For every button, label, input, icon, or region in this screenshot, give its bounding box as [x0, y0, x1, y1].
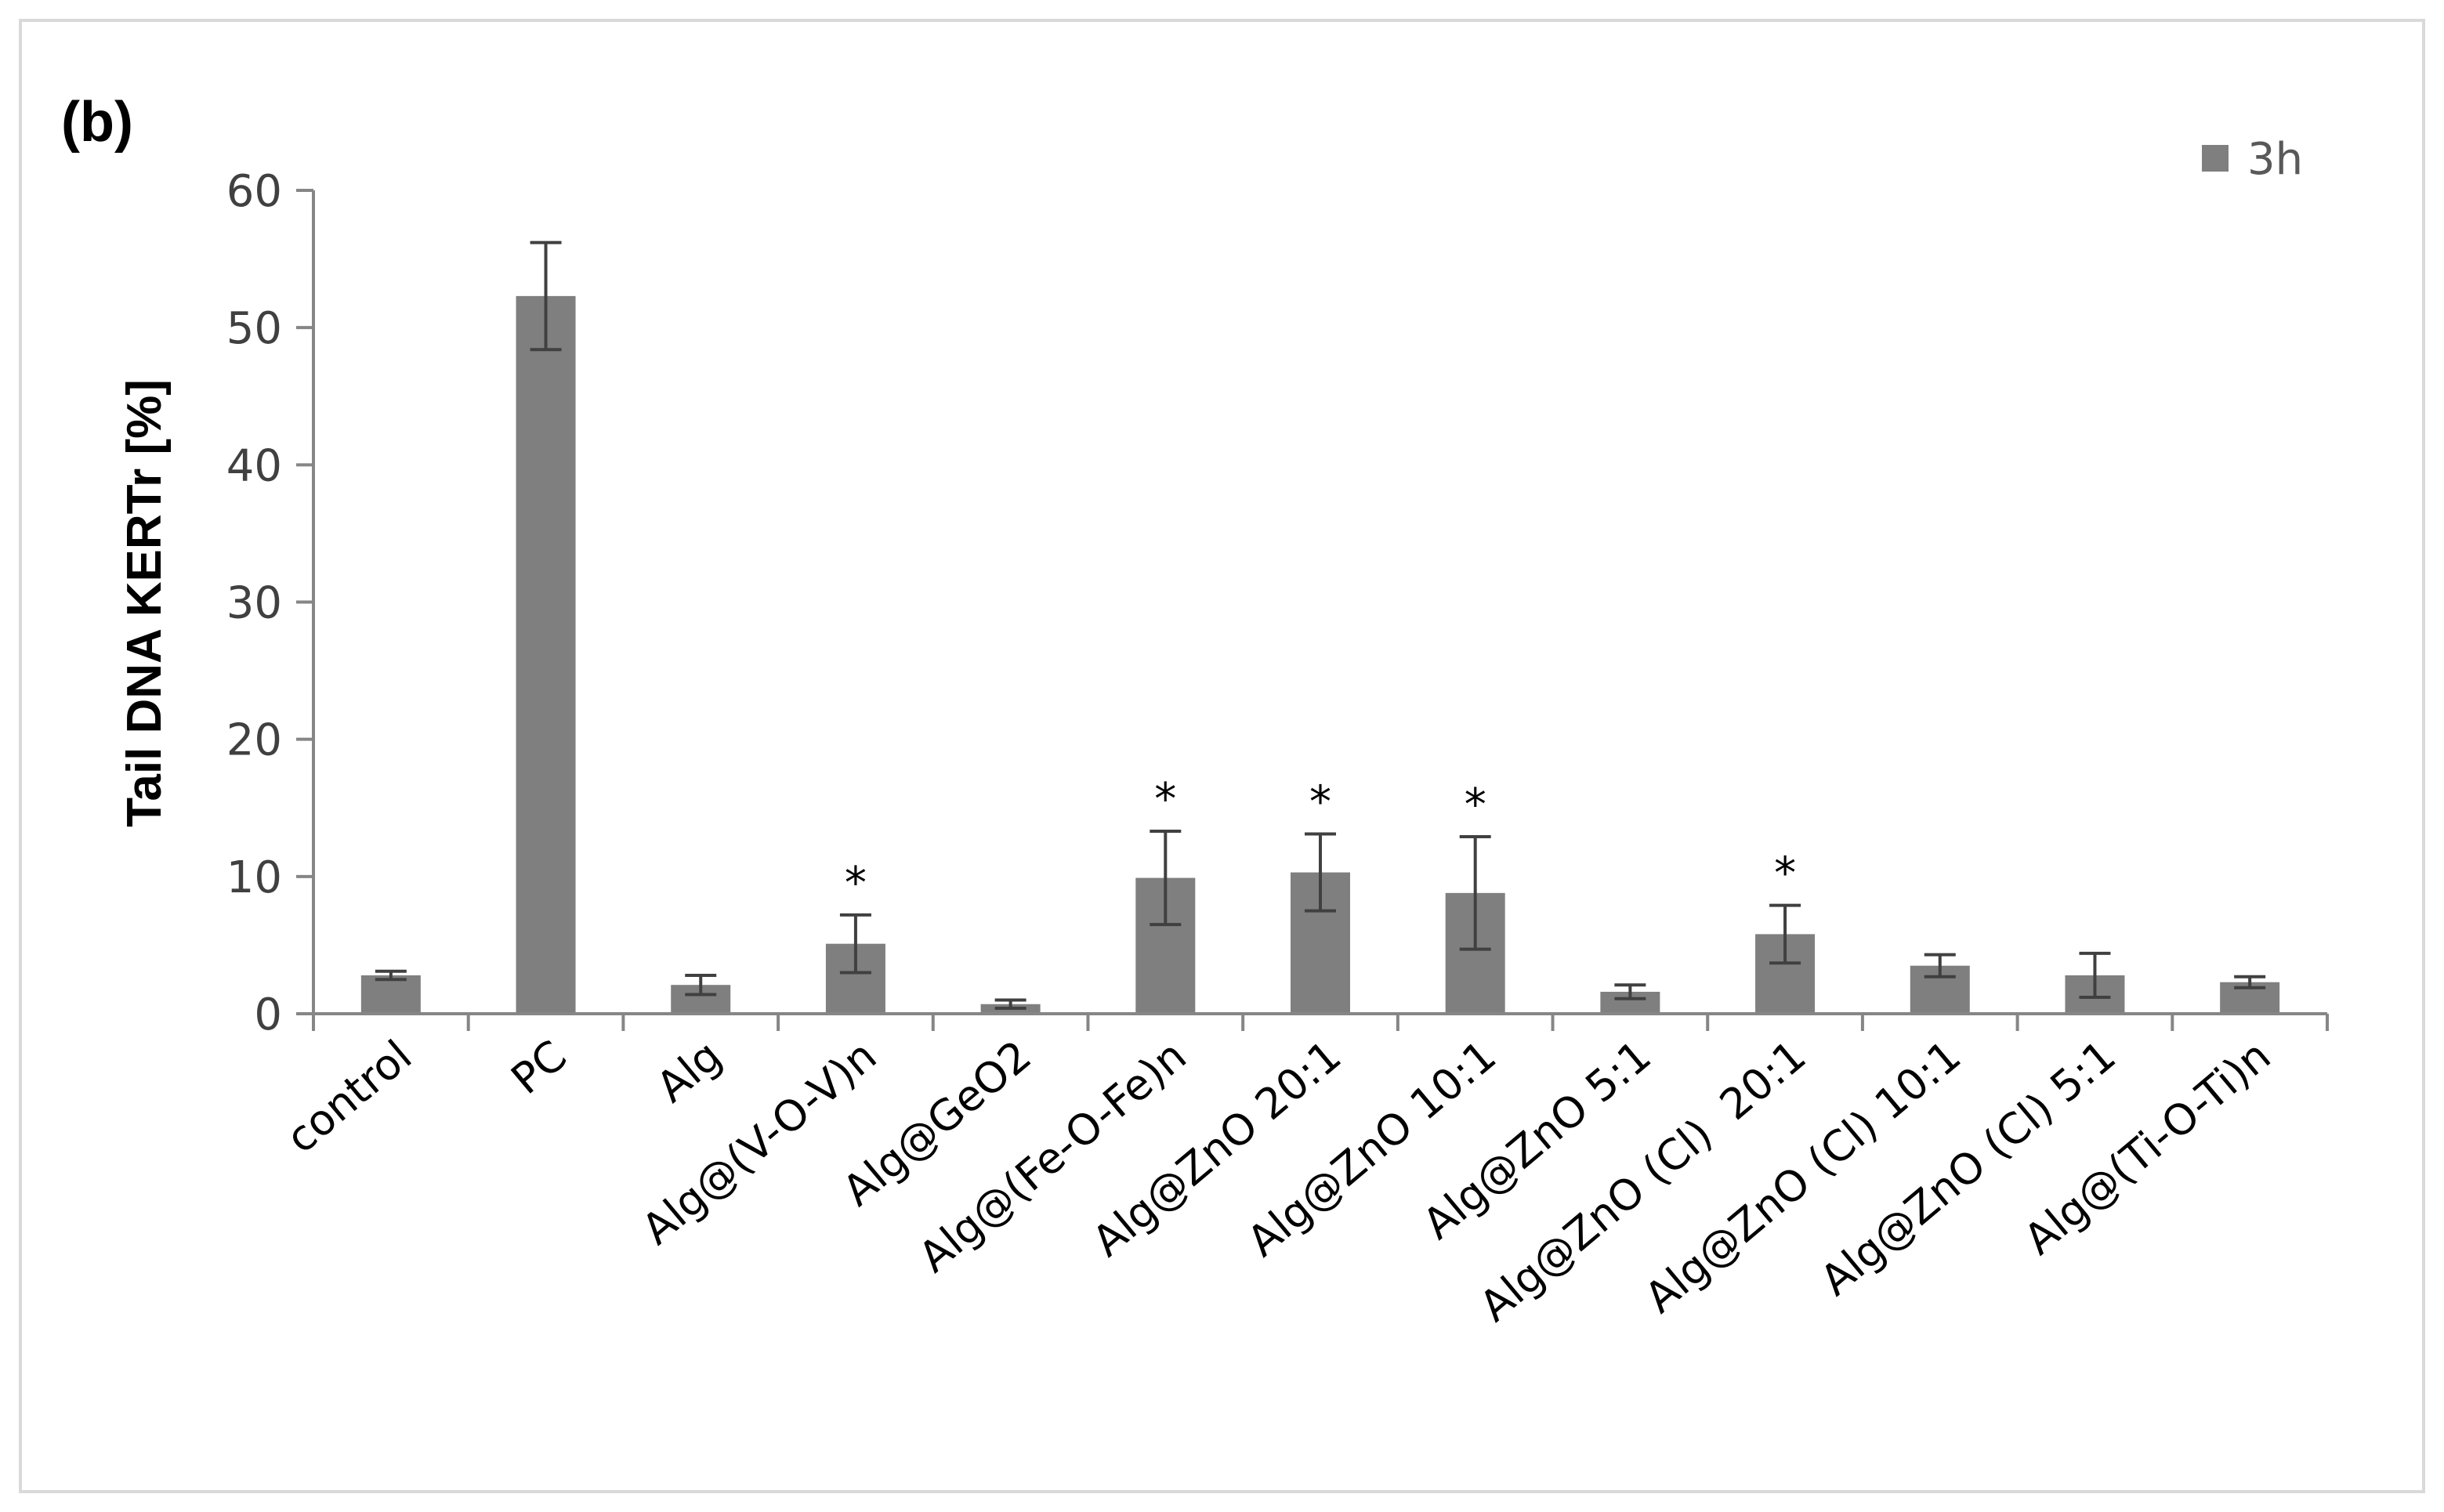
legend: 3h: [2202, 134, 2303, 185]
y-tick-label: 20: [226, 715, 282, 766]
significance-marker: *: [845, 858, 867, 909]
panel-label: (b): [61, 91, 133, 154]
significance-markers: * * * * *: [845, 774, 1796, 909]
y-tick-label: 30: [226, 578, 282, 629]
x-category-label: Alg@ZnO (Cl) 5:1: [1811, 1031, 2125, 1305]
x-axis: [312, 1012, 2329, 1031]
x-category-label: Alg: [647, 1031, 731, 1112]
x-category-label: control: [277, 1031, 421, 1163]
legend-label: 3h: [2247, 134, 2303, 185]
legend-swatch: [2202, 145, 2229, 172]
y-tick-label: 50: [226, 303, 282, 354]
significance-marker: *: [1309, 777, 1331, 828]
y-tick-label: 40: [226, 440, 282, 491]
x-axis-labels: control PC AlgAlg@(V-O-V)nAlg@GeO2Alg@(Fe-…: [277, 1031, 2279, 1332]
y-tick-label: 10: [226, 852, 282, 903]
bar-series: [360, 295, 2280, 1015]
y-axis-title: Tail DNA KERTr [%]: [118, 379, 172, 827]
x-category-label: PC: [502, 1031, 576, 1104]
significance-marker: *: [1774, 848, 1796, 899]
y-tick-label: 60: [226, 166, 282, 217]
bar: [360, 975, 421, 1014]
significance-marker: *: [1154, 774, 1176, 825]
error-bars: [375, 241, 2266, 1010]
chart-frame: [19, 19, 2425, 1493]
bar: [516, 295, 576, 1015]
y-tick-label: 0: [254, 989, 282, 1040]
y-axis: 0 10 20 30 40 50 60: [226, 166, 315, 1040]
x-category-label: Alg@(Fe-O-Fe)n: [910, 1031, 1196, 1282]
significance-marker: *: [1465, 780, 1486, 830]
